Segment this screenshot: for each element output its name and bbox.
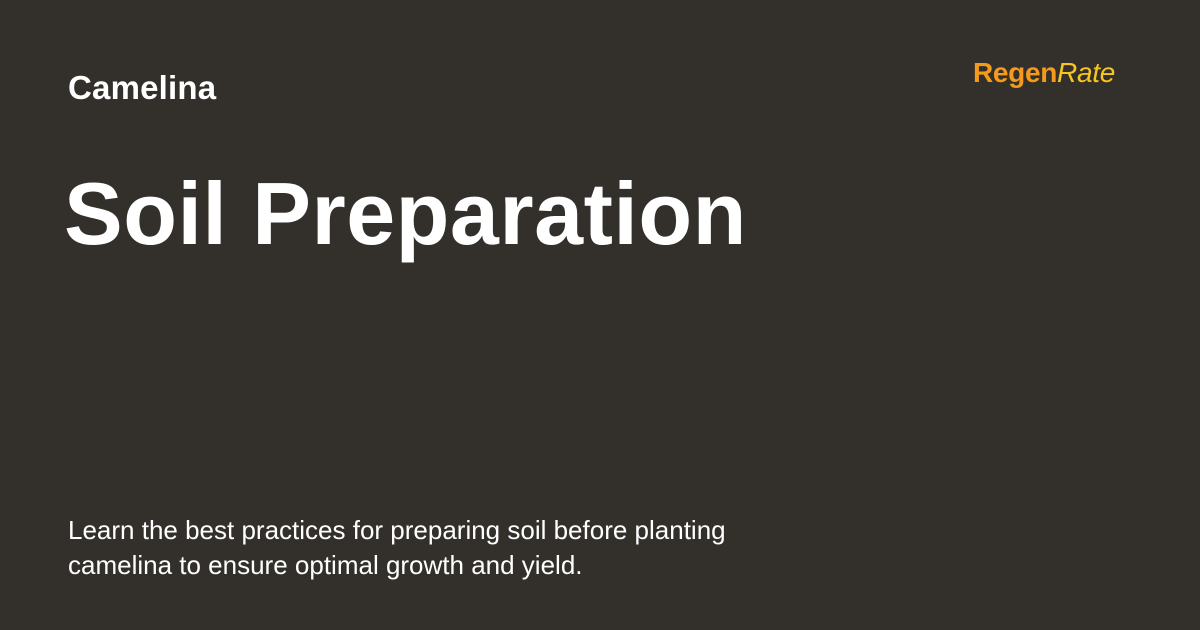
page-description: Learn the best practices for preparing s… [68,515,726,580]
category-label: Camelina [68,69,217,106]
logo-rate-text: Rate [1057,57,1115,88]
regenrate-logo: RegenRate [973,56,1115,90]
logo-regen-text: Regen [972,57,1058,88]
page-title: Soil Preparation [64,164,747,263]
